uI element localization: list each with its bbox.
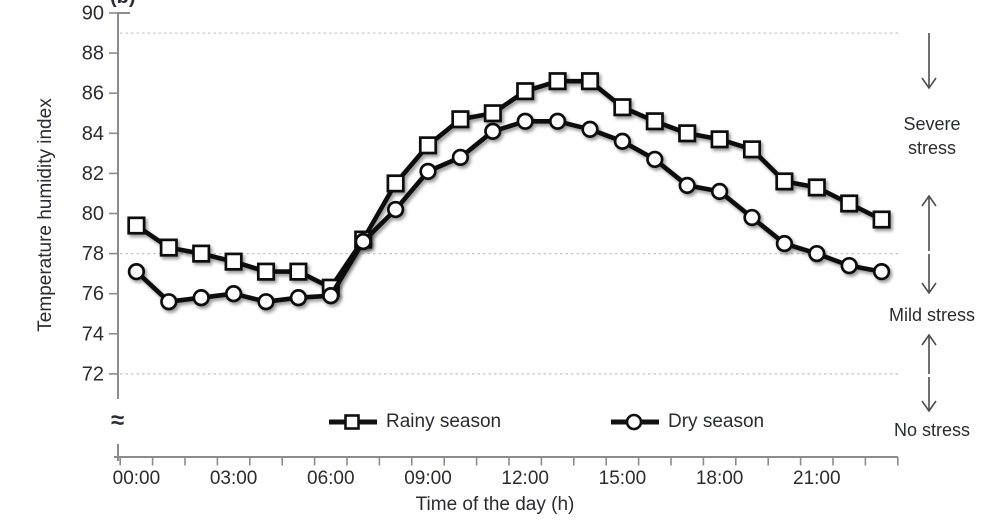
y-tick-label: 74 — [82, 323, 104, 345]
y-tick-label: 82 — [82, 163, 104, 185]
dry-season-marker — [451, 148, 470, 167]
y-tick-label: 84 — [82, 123, 104, 145]
x-tick-label: 21:00 — [793, 468, 841, 489]
dry-season-marker — [646, 150, 664, 169]
x-tick-label: 00:00 — [113, 468, 161, 489]
rainy-season-marker — [613, 98, 632, 117]
y-tick-label: 72 — [82, 363, 104, 385]
legend-label-dry: Dry season — [668, 411, 765, 432]
legend-item-dry-season: Dry season — [610, 411, 764, 433]
y-axis-break-symbol: ≈ — [111, 407, 125, 434]
rainy-season-marker — [127, 216, 146, 235]
stress-range-arrow-down — [921, 377, 937, 413]
dry-season-marker — [386, 200, 405, 219]
y-tick-label: 78 — [82, 243, 104, 265]
dry-season-line — [134, 119, 883, 304]
y-tick-label: 86 — [82, 83, 104, 105]
legend-item-rainy-season: Rainy season — [328, 411, 501, 433]
y-tick-label: 90 — [82, 3, 104, 25]
dry-season-marker — [192, 289, 210, 307]
rainy-season-marker — [678, 124, 697, 143]
dry-season-marker — [710, 182, 729, 201]
rainy-season-marker — [580, 72, 600, 91]
rainy-season-marker — [192, 244, 211, 263]
dry-season-marker — [743, 208, 761, 227]
dry-season-marker — [613, 132, 632, 150]
rainy-season-marker — [840, 194, 859, 213]
rainy-season-marker — [775, 172, 794, 191]
stress-range-arrow-up — [921, 333, 937, 374]
dry-season-marker-icon — [611, 413, 659, 431]
rainy-season-marker — [159, 238, 178, 257]
rainy-season-marker — [224, 252, 243, 271]
panel-label: (b) — [110, 0, 136, 9]
rainy-season-series — [127, 72, 891, 297]
dry-season-marker — [354, 232, 372, 251]
dry-season-marker — [419, 162, 437, 181]
dry-season-marker — [484, 122, 502, 140]
dry-season-marker — [224, 285, 243, 303]
rainy-season-marker — [289, 262, 308, 281]
y-tick-label: 88 — [82, 43, 104, 65]
dry-season-marker — [127, 262, 146, 281]
dry-season-marker — [808, 244, 826, 263]
stress-range-arrow-up — [921, 194, 937, 251]
y-axis-title: Temperature humidity index — [35, 98, 56, 332]
rainy-season-marker — [807, 178, 826, 197]
dry-season-marker — [775, 234, 794, 253]
x-tick-label: 18:00 — [696, 468, 744, 489]
stress-range-arrow-down — [921, 254, 937, 295]
dry-season-marker — [322, 287, 340, 305]
rainy-season-marker — [710, 130, 729, 149]
x-tick-label: 15:00 — [599, 468, 647, 489]
x-axis-title: Time of the day (h) — [415, 494, 575, 515]
annotation-severe-stress: Severe stress — [903, 114, 961, 158]
rainy-season-marker — [451, 110, 470, 129]
rainy-season-marker — [418, 136, 438, 155]
rainy-season-marker — [516, 82, 535, 101]
annotation-no-stress: No stress — [893, 420, 971, 440]
dry-season-series — [127, 112, 891, 311]
x-tick-label: 12:00 — [501, 468, 549, 489]
rainy-season-marker — [548, 72, 567, 91]
legend-label-rainy: Rainy season — [386, 411, 502, 432]
rainy-season-marker — [256, 262, 276, 281]
x-tick-label: 03:00 — [210, 468, 258, 489]
rainy-season-line — [135, 78, 883, 290]
dry-season-marker — [160, 293, 178, 311]
rainy-season-marker-icon — [329, 414, 377, 430]
dry-season-marker — [581, 120, 599, 138]
dry-season-marker — [872, 262, 891, 281]
rainy-season-marker — [742, 140, 762, 159]
annotation-mild-stress: Mild stress — [888, 305, 975, 325]
rainy-season-marker — [386, 174, 405, 193]
rainy-season-marker — [872, 210, 891, 229]
dry-season-marker — [840, 256, 858, 275]
dry-season-marker — [678, 176, 696, 195]
rainy-season-marker — [483, 104, 502, 123]
x-tick-label: 09:00 — [404, 468, 452, 489]
dry-season-marker — [257, 293, 275, 311]
stress-range-arrow-down — [921, 33, 937, 90]
dry-season-marker — [548, 112, 567, 130]
x-tick-label: 06:00 — [307, 468, 355, 489]
rainy-season-marker — [645, 112, 664, 131]
y-tick-label: 76 — [82, 283, 104, 305]
dry-season-marker — [289, 289, 308, 307]
y-tick-label: 80 — [82, 203, 104, 225]
dry-season-marker — [516, 112, 534, 130]
